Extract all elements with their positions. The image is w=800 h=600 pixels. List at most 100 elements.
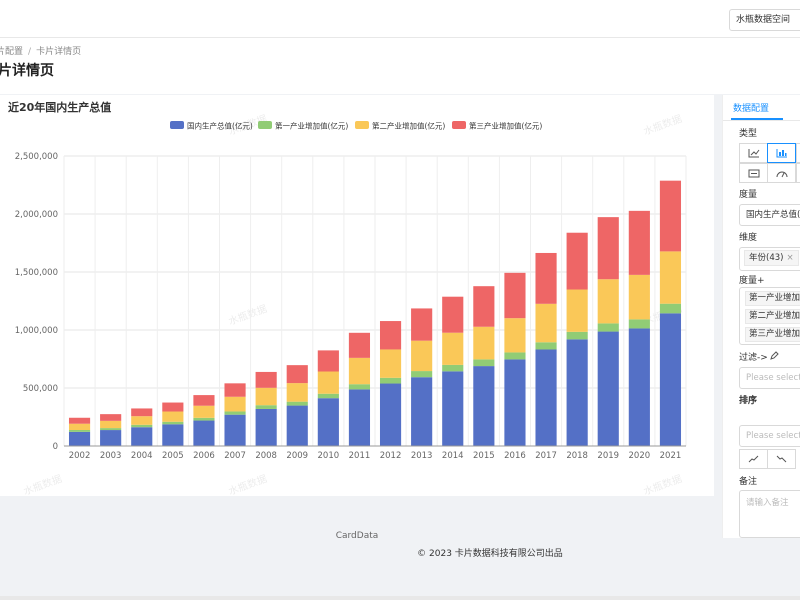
x-tick-label: 2008 bbox=[255, 451, 277, 461]
x-tick-label: 2017 bbox=[535, 451, 557, 461]
measure-plus-label: 度量+ bbox=[739, 276, 765, 286]
gauge-icon bbox=[776, 171, 787, 177]
bar-chart-type-button[interactable] bbox=[767, 143, 796, 163]
tab-divider bbox=[723, 120, 800, 121]
x-tick-label: 2007 bbox=[224, 451, 246, 461]
bar-segment bbox=[659, 313, 682, 446]
bar-segment bbox=[566, 339, 588, 446]
workspace-select[interactable]: 水瓶数据空间 bbox=[729, 9, 800, 31]
bar-segment bbox=[68, 417, 91, 424]
sort-label: 排序 bbox=[739, 396, 758, 406]
trend-up-icon bbox=[748, 455, 759, 463]
watermark-text: 水瓶数据 bbox=[22, 472, 64, 496]
sort-select[interactable]: Please select bbox=[739, 425, 800, 447]
bar-segment bbox=[100, 420, 122, 429]
y-tick-label: 500,000 bbox=[23, 384, 58, 394]
bar-segment bbox=[193, 420, 215, 446]
bar-segment bbox=[473, 286, 495, 327]
edit-icon[interactable] bbox=[770, 351, 779, 360]
bar-segment bbox=[286, 365, 308, 384]
breadcrumb-separator: / bbox=[28, 47, 32, 57]
bar-segment bbox=[597, 217, 619, 280]
bar-segment bbox=[628, 319, 650, 329]
chart-type-button-3[interactable] bbox=[796, 143, 800, 163]
bar-segment bbox=[628, 328, 650, 446]
bar-segment bbox=[535, 342, 557, 350]
bar-segment bbox=[348, 332, 371, 358]
x-tick-label: 2018 bbox=[566, 451, 588, 461]
x-tick-label: 2021 bbox=[660, 451, 682, 461]
bar-segment bbox=[317, 371, 339, 394]
line-chart-type-button[interactable] bbox=[739, 143, 768, 163]
bar-segment bbox=[411, 340, 433, 372]
bar-segment bbox=[473, 366, 495, 446]
x-tick-label: 2011 bbox=[349, 451, 371, 461]
breadcrumb-current: 卡片详情页 bbox=[36, 47, 82, 57]
bar-segment bbox=[442, 371, 464, 446]
measure-plus-select[interactable] bbox=[739, 287, 800, 345]
chart-type-button-6[interactable] bbox=[796, 163, 800, 183]
bar-segment bbox=[131, 427, 153, 446]
filter-label: 过滤-> bbox=[739, 353, 768, 363]
close-icon[interactable]: × bbox=[786, 253, 794, 263]
filter-select[interactable]: Please select bbox=[739, 367, 800, 389]
bar-segment bbox=[162, 411, 184, 422]
bar-segment bbox=[162, 424, 184, 446]
bar-segment bbox=[442, 364, 464, 372]
bar-segment bbox=[193, 417, 215, 421]
bar-segment bbox=[100, 428, 122, 431]
trend-down-icon bbox=[776, 455, 787, 463]
x-tick-label: 2014 bbox=[442, 451, 464, 461]
bar-segment bbox=[442, 332, 464, 365]
measure-plus-tag: 第二产业增加值(亿元) bbox=[745, 309, 800, 324]
measure-select[interactable]: 国内生产总值(亿元) bbox=[739, 204, 800, 226]
bar-segment bbox=[379, 321, 402, 350]
sort-ascending-button[interactable] bbox=[739, 449, 768, 469]
legend-label: 第二产业增加值(亿元) bbox=[372, 121, 445, 131]
y-tick-label: 0 bbox=[53, 442, 58, 452]
bar-segment bbox=[659, 180, 682, 252]
bar-segment bbox=[535, 252, 557, 304]
breadcrumb-parent[interactable]: 片配置 bbox=[0, 47, 24, 57]
x-tick-label: 2020 bbox=[629, 451, 651, 461]
y-tick-label: 1,000,000 bbox=[15, 326, 58, 336]
gauge-type-button[interactable] bbox=[767, 163, 796, 183]
bar-segment bbox=[473, 326, 495, 360]
y-tick-label: 1,500,000 bbox=[15, 268, 58, 278]
card-type-button[interactable] bbox=[739, 163, 768, 183]
bar-segment bbox=[255, 405, 277, 409]
x-tick-label: 2006 bbox=[193, 451, 215, 461]
page-header: 片配置 / 卡片详情页 片详情页 bbox=[0, 38, 800, 94]
bar-segment bbox=[504, 318, 526, 353]
watermark-text: 水瓶数据 bbox=[227, 302, 269, 328]
bar-segment bbox=[504, 272, 526, 319]
stacked-bar-chart: 水瓶数据水瓶数据水瓶数据水瓶数据水瓶数据水瓶数据水瓶数据0500,0001,00… bbox=[15, 112, 687, 496]
x-tick-label: 2004 bbox=[131, 451, 153, 461]
bar-segment bbox=[131, 416, 153, 425]
bar-segment bbox=[255, 387, 277, 406]
horizontal-scrollbar[interactable] bbox=[0, 596, 800, 600]
bar-segment bbox=[286, 401, 308, 406]
bar-segment bbox=[411, 308, 433, 341]
bar-segment bbox=[411, 377, 433, 446]
bar-segment bbox=[224, 414, 246, 446]
footer-copyright: © 2023 卡片数据科技有限公司出品 bbox=[417, 549, 563, 559]
top-bar: 水瓶数据空间 bbox=[0, 0, 800, 38]
x-tick-label: 2009 bbox=[286, 451, 308, 461]
sort-descending-button[interactable] bbox=[767, 449, 796, 469]
bar-segment bbox=[162, 402, 184, 412]
page-title: 片详情页 bbox=[0, 63, 54, 79]
bar-segment bbox=[411, 371, 433, 378]
bar-segment bbox=[504, 352, 526, 360]
y-tick-label: 2,000,000 bbox=[15, 210, 58, 220]
dimension-tag: 年份(43) × bbox=[744, 250, 799, 266]
active-tab-indicator bbox=[731, 118, 783, 120]
bar-chart-icon bbox=[776, 149, 787, 158]
tab-data-config[interactable]: 数据配置 bbox=[733, 104, 770, 114]
remark-textarea[interactable]: 请输入备注 bbox=[739, 490, 800, 538]
dimension-label: 维度 bbox=[739, 233, 758, 243]
chart-card: 水瓶数据水瓶数据水瓶数据水瓶数据水瓶数据水瓶数据水瓶数据0500,0001,00… bbox=[0, 95, 714, 496]
x-tick-label: 2019 bbox=[597, 451, 619, 461]
bar-segment bbox=[597, 279, 619, 324]
watermark-text: 水瓶数据 bbox=[227, 472, 269, 496]
